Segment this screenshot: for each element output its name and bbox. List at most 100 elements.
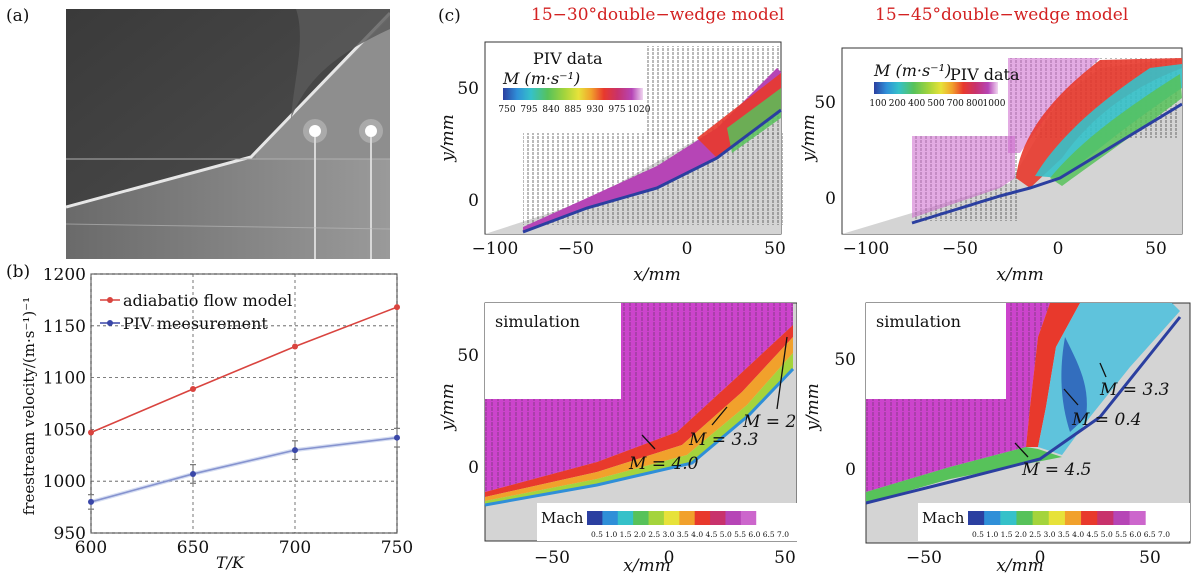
mach-swatch [1064,511,1082,525]
legend-label-piv: PIV meesurement [123,314,268,333]
mach-swatch [710,511,726,525]
mach-swatch [1032,511,1050,525]
colorbar-ticks: 750 795 840 885 930 975 1020 [498,105,650,115]
mach-ticks: 0.5 1.0 1.5 2.0 2.5 3.0 3.5 4.0 4.5 5.0 … [591,530,789,539]
piv-15-45-plot: PIV data M (m·s⁻¹) 100 200 400 500 700 800 100… [800,47,1183,285]
mach-swatch [1113,511,1131,525]
mach-swatch [984,511,1001,525]
x-tick-label: 50 [1139,548,1161,568]
y-tick-labels: 0 50 [814,93,836,209]
mach-swatch [771,511,788,525]
data-point [292,447,298,454]
y-tick-labels: 0 50 [457,346,479,478]
series-line-1 [90,436,398,503]
y-axis-label: y/mm [803,383,823,432]
x-tick-label: −50 [942,239,978,259]
mach-swatch [617,511,634,525]
panel-label-b: (b) [6,262,31,282]
x-tick-label: 50 [774,548,796,568]
x-tick-label: 0 [664,548,675,568]
colorbar-tick: 1020 [628,105,651,115]
y-tick-label: 0 [825,189,836,209]
legend-marker-adiabatic [107,297,113,303]
mach-swatch [1081,511,1098,525]
flow-band-red [1026,303,1080,447]
plot-frame [90,273,398,534]
y-tick-label: 50 [834,350,856,370]
sim-15-45-plot: simulation M = 4.5 M = 0.4 M = 3.3 Mach … [803,302,1191,576]
colorbar [874,82,998,94]
arrow-m40 [641,434,656,450]
schlieren-image [66,9,390,259]
flow-band-cyan [1035,64,1182,178]
annotation-m45: M = 4.5 [1021,460,1092,480]
colorbar-tick: 1000 [983,99,1006,109]
colorbar-tick: 975 [608,105,625,115]
y-axis-label: freestream velocity/(m·s⁻¹)⁻¹ [20,297,38,515]
mach-swatch [1129,511,1147,525]
title-box [491,309,567,335]
x-tick-label: −100 [843,239,890,259]
wall-layer [522,108,782,234]
sim-15-30-plot: simulation M = 4.0 M = 3.3 M = 2.5 Mach … [438,302,797,576]
arrow-m33 [1099,362,1107,378]
mach-swatch [968,511,985,525]
mach-swatch [725,511,742,525]
vector-field [866,303,1050,492]
arrow-m25 [776,336,788,410]
colorbar-tick: 800 [966,99,983,109]
x-tick-label: 0 [1053,239,1064,259]
y-tick-label: 1000 [43,472,86,492]
x-tick-label: 700 [279,538,311,558]
data-point [292,343,298,350]
x-tick-label: −50 [534,548,570,568]
annotation-m04: M = 0.4 [1071,410,1142,430]
x-axis-label: x/mm [633,265,681,285]
flow-band-green [1050,74,1182,186]
flow-recirculation [1061,337,1087,432]
arrow-m45 [1014,442,1029,458]
title-box [872,309,948,335]
x-tick-label: 50 [764,239,786,259]
panel-label-c: (c) [438,6,461,26]
colorbar-ticks: 100 200 400 500 700 800 1000 [869,99,1005,109]
y-tick-label: 1150 [43,317,86,337]
x-tick-labels: −100 −50 0 50 [472,239,786,259]
y-tick-labels: 0 50 [457,79,479,211]
colorbar-tick: 750 [498,105,515,115]
mach-swatch [740,511,757,525]
y-tick-labels: 950 1000 1050 1100 1150 1200 [43,268,86,544]
sim-title: simulation [495,312,580,331]
mach-swatch [1016,511,1034,525]
mach-swatch [663,511,680,525]
mach-swatch [633,511,650,525]
mach-swatch [756,511,773,525]
mach-swatch [587,511,603,525]
y-tick-label: 50 [814,93,836,113]
x-tick-label: 0 [682,239,693,259]
data-point [88,429,94,436]
mach-colorbar [587,511,788,525]
mach-label: Mach [541,509,584,527]
y-tick-label: 950 [54,524,86,544]
wall-layer [865,316,1182,505]
y-tick-label: 0 [468,191,479,211]
vector-field [485,303,793,492]
colorbar [503,88,643,100]
colorbar-tick: 100 [869,99,886,109]
flow-band-red [697,73,781,158]
arrow-m04 [1063,388,1079,406]
flow-region-magenta [912,136,1015,218]
x-axis-label: x/mm [623,556,671,576]
legend: adiabatio flow model PIV meesurement [100,291,292,333]
y-tick-label: 50 [457,346,479,366]
flow-band-green [727,88,781,153]
x-axis-label: x/mm [996,265,1044,285]
x-tick-labels: −50 0 50 [534,548,796,568]
data-point [88,498,94,505]
mach-ticks: 0.5 1.0 1.5 2.0 2.5 3.0 3.5 4.0 4.5 5.0 … [972,530,1170,539]
series-group [88,304,400,510]
y-tick-label: 1100 [43,369,86,389]
x-tick-label: 600 [75,538,107,558]
x-tick-labels: −100 −50 0 50 [843,239,1167,259]
